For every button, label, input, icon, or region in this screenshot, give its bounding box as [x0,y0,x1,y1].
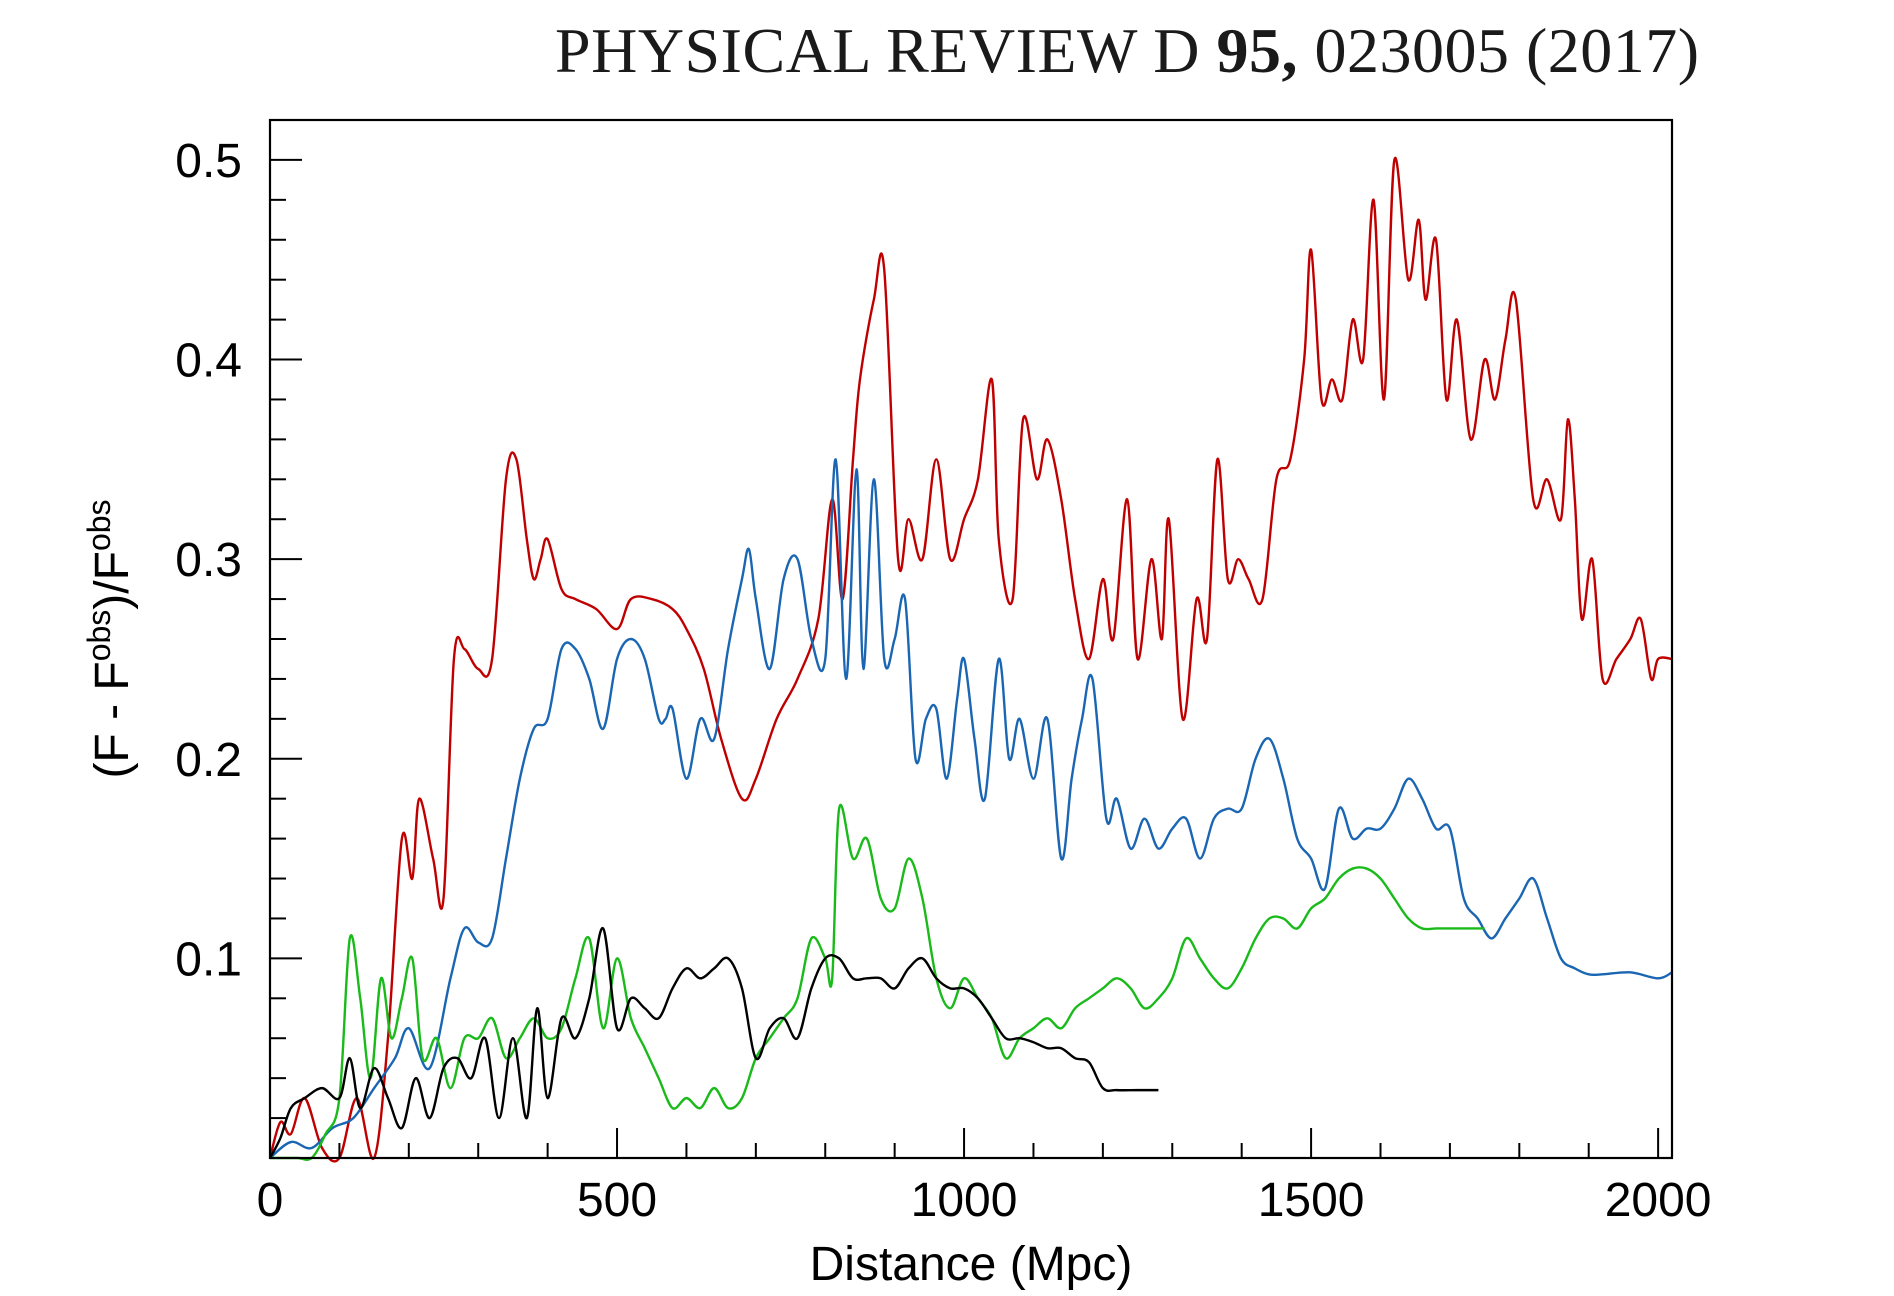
journal-header: PHYSICAL REVIEW D 95, 023005 (2017) [555,14,1745,88]
series-layer [268,156,1673,1163]
journal-volume: 95, [1216,15,1298,86]
y-tick-label: 0.1 [175,933,242,986]
series-line-red [268,156,1673,1163]
ticks-layer [269,119,1660,1158]
plot-frame [268,118,1674,1160]
series-line-black [268,927,1159,1159]
x-axis-title: Distance (Mpc) [810,1238,1133,1291]
x-tick-label: 1000 [911,1174,1018,1227]
x-tick-label: 2000 [1605,1174,1712,1227]
series-line-green [270,803,1485,1161]
x-tick-label: 1500 [1258,1174,1365,1227]
series-line-blue [269,458,1673,1159]
labels-layer: 0 500 1000 1500 2000 0.1 0.2 0.3 0.4 0.5 [175,135,1711,1227]
y-tick-label: 0.3 [175,534,242,587]
y-tick-label: 0.2 [175,734,242,787]
article-number: 023005 (2017) [1314,15,1700,86]
x-tick-label: 0 [257,1174,284,1227]
y-tick-label: 0.5 [175,135,242,188]
x-tick-label: 500 [577,1174,657,1227]
journal-name: PHYSICAL REVIEW D [555,15,1200,86]
y-axis-title: (F - Fobs)/Fobs [81,499,139,778]
y-tick-label: 0.4 [175,335,242,388]
